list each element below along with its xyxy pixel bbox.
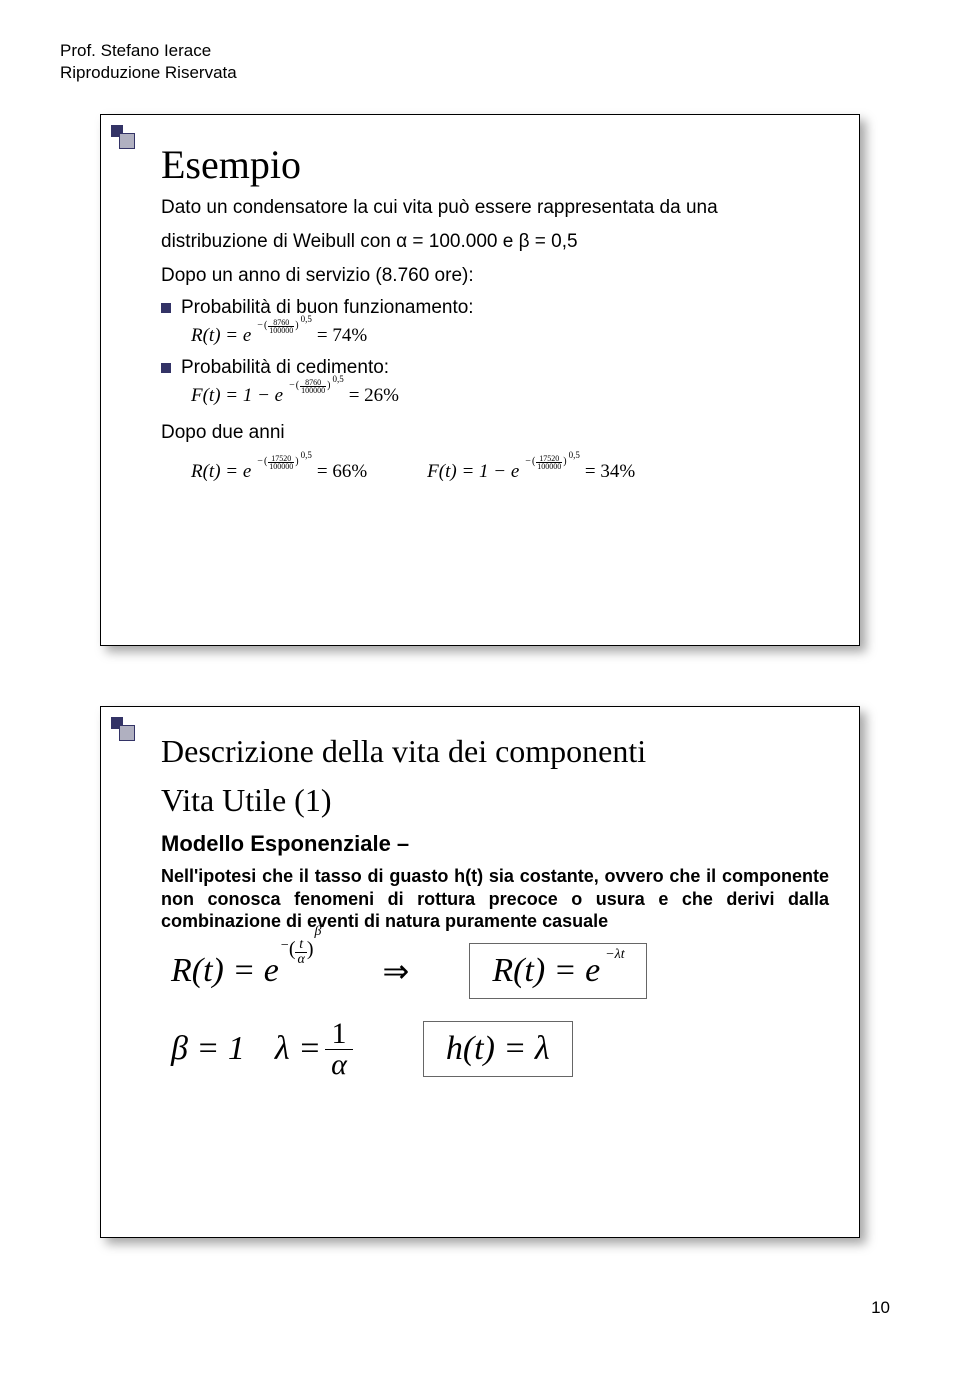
frac-num: t bbox=[299, 938, 303, 952]
eq3-lhs: R(t) = e bbox=[191, 461, 251, 483]
bullet-cedimento: Probabilità di cedimento: bbox=[161, 357, 829, 379]
eqR-box: R(t) = e bbox=[492, 952, 600, 990]
eq2-lhs: F(t) = 1 − e bbox=[191, 385, 283, 407]
dopo-due-anni: Dopo due anni bbox=[161, 421, 829, 445]
alpha: α bbox=[325, 1049, 353, 1080]
slide2-paragraph: Nell'ipotesi che il tasso di guasto h(t)… bbox=[161, 865, 829, 933]
slide2-subtitle: Modello Esponenziale – bbox=[161, 831, 829, 857]
one: 1 bbox=[331, 1019, 346, 1049]
slide1-title: Esempio bbox=[161, 141, 829, 188]
eq-beta: β = 1 bbox=[171, 1030, 245, 1068]
eq-h: h(t) = λ bbox=[446, 1030, 550, 1068]
eq-lambda: λ = 1 α bbox=[275, 1019, 353, 1080]
lambda-lhs: λ = bbox=[275, 1030, 321, 1068]
slide2-title-line2: Vita Utile (1) bbox=[161, 782, 829, 819]
header-notice: Riproduzione Riservata bbox=[60, 62, 900, 84]
eq2-rhs: = 26% bbox=[349, 385, 399, 407]
bullet-icon bbox=[161, 363, 171, 373]
slide-vita-utile: Descrizione della vita dei componenti Vi… bbox=[100, 706, 860, 1238]
eq2-num: 8760 bbox=[305, 379, 321, 386]
eq3-num: 17520 bbox=[271, 455, 291, 462]
eqR-lhs: R(t) = e bbox=[171, 952, 279, 990]
eq1-num: 8760 bbox=[273, 319, 289, 326]
eq1-rhs: = 74% bbox=[317, 325, 367, 347]
eq4-lhs: F(t) = 1 − e bbox=[427, 461, 519, 483]
eq3-pow: 0,5 bbox=[301, 451, 312, 460]
eq2-den: 100000 bbox=[300, 386, 326, 394]
eq3-den: 100000 bbox=[268, 462, 294, 470]
boxed-h: h(t) = λ bbox=[423, 1021, 573, 1077]
eq2-pow: 0,5 bbox=[332, 375, 343, 384]
frac-den: α bbox=[295, 952, 306, 967]
eq3-rhs: = 66% bbox=[317, 461, 367, 483]
formula-r-anno1: R(t) = e −( 8760 100000 ) 0,5 = 74% bbox=[191, 325, 829, 347]
formula-r-anno2: R(t) = e −( 17520 100000 ) 0,5 = 66% bbox=[191, 461, 367, 483]
corner-icon bbox=[111, 125, 135, 149]
bullet1-text: Probabilità di buon funzionamento: bbox=[181, 297, 474, 319]
slide1-intro-3: Dopo un anno di servizio (8.760 ore): bbox=[161, 264, 829, 288]
slide-esempio: Esempio Dato un condensatore la cui vita… bbox=[100, 114, 860, 646]
formula-f-anno1: F(t) = 1 − e −( 8760 100000 ) 0,5 = 26% bbox=[191, 385, 829, 407]
eq-r-general: R(t) = e −( t α ) β bbox=[171, 952, 323, 990]
header-author: Prof. Stefano Ierace bbox=[60, 40, 900, 62]
boxed-r-exp: R(t) = e −λt bbox=[469, 943, 646, 999]
arrow-icon: ⇒ bbox=[383, 952, 410, 990]
eq4-den: 100000 bbox=[536, 462, 562, 470]
eq1-den: 100000 bbox=[268, 326, 294, 334]
corner-icon bbox=[111, 717, 135, 741]
slide2-title-line1: Descrizione della vita dei componenti bbox=[161, 733, 829, 770]
bullet2-text: Probabilità di cedimento: bbox=[181, 357, 389, 379]
eq1-pow: 0,5 bbox=[301, 315, 312, 324]
formula-f-anno2: F(t) = 1 − e −( 17520 100000 ) 0,5 = 34% bbox=[427, 461, 635, 483]
eq1-lhs: R(t) = e bbox=[191, 325, 251, 347]
frac-pow: β bbox=[315, 924, 322, 940]
slide1-intro-2: distribuzione di Weibull con α = 100.000… bbox=[161, 230, 829, 254]
eq4-pow: 0,5 bbox=[569, 451, 580, 460]
bullet-icon bbox=[161, 303, 171, 313]
eq4-num: 17520 bbox=[539, 455, 559, 462]
slide1-intro-1: Dato un condensatore la cui vita può ess… bbox=[161, 196, 829, 220]
eq4-rhs: = 34% bbox=[585, 461, 635, 483]
lam-exp: −λt bbox=[605, 947, 624, 963]
bullet-buon-funzionamento: Probabilità di buon funzionamento: bbox=[161, 297, 829, 319]
page-number: 10 bbox=[60, 1298, 890, 1318]
